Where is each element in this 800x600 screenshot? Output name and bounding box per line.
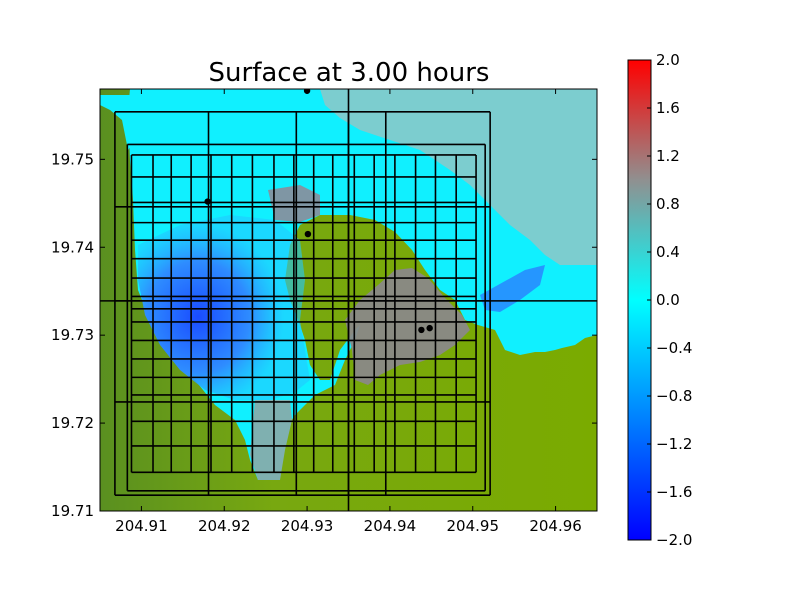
colorbar-tick-label: −1.6 [656,483,692,501]
x-tick-label: 204.95 [447,517,500,535]
coast-shelf [100,95,140,150]
x-tick-label: 204.94 [364,517,417,535]
colorbar-tick-label: −0.8 [656,387,692,405]
x-tick-label: 204.92 [198,517,251,535]
colorbar-tick-label: 0.8 [656,195,680,213]
y-axis: 19.71 19.72 19.73 19.74 19.75 [51,150,597,520]
chart-title: Surface at 3.00 hours [209,58,490,88]
y-tick-label: 19.73 [51,326,94,344]
colorbar-tick-label: −1.2 [656,435,692,453]
colorbar-axis: 2.0 1.6 1.2 0.8 0.4 0.0 −0.4 −0.8 −1.2 −1.6 −2.0 [647,51,692,549]
gauge-point [304,230,312,238]
y-tick-label: 19.75 [51,150,94,168]
plot-frame [99,88,598,512]
colorbar-tick-label: 0.4 [656,243,680,261]
colorbar-tick-label: −2.0 [656,531,692,549]
gauge-point [204,198,211,205]
x-tick-label: 204.93 [281,517,334,535]
colorbar-tick-label: 1.6 [656,99,680,117]
colorbar-tick-label: 0.0 [656,291,680,309]
amr-patch-grid [100,89,597,511]
colorbar-tick-label: −0.4 [656,339,692,357]
x-tick-label: 204.91 [115,517,168,535]
plot-area [100,89,597,511]
y-tick-label: 19.71 [51,502,94,520]
y-tick-label: 19.72 [51,414,94,432]
x-axis: 204.91 204.92 204.93 204.94 204.95 204.96 [115,89,582,535]
gauge-point [426,324,433,332]
inland-channel [250,400,292,480]
gauge-point [418,326,425,334]
water-region-deep [138,215,310,400]
water-region-gray-ne [320,89,597,265]
x-tick-label: 204.96 [529,517,582,535]
colorbar-tick-label: 1.2 [656,147,680,165]
colorbar-tick-label: 2.0 [656,51,680,69]
y-tick-label: 19.74 [51,238,94,256]
